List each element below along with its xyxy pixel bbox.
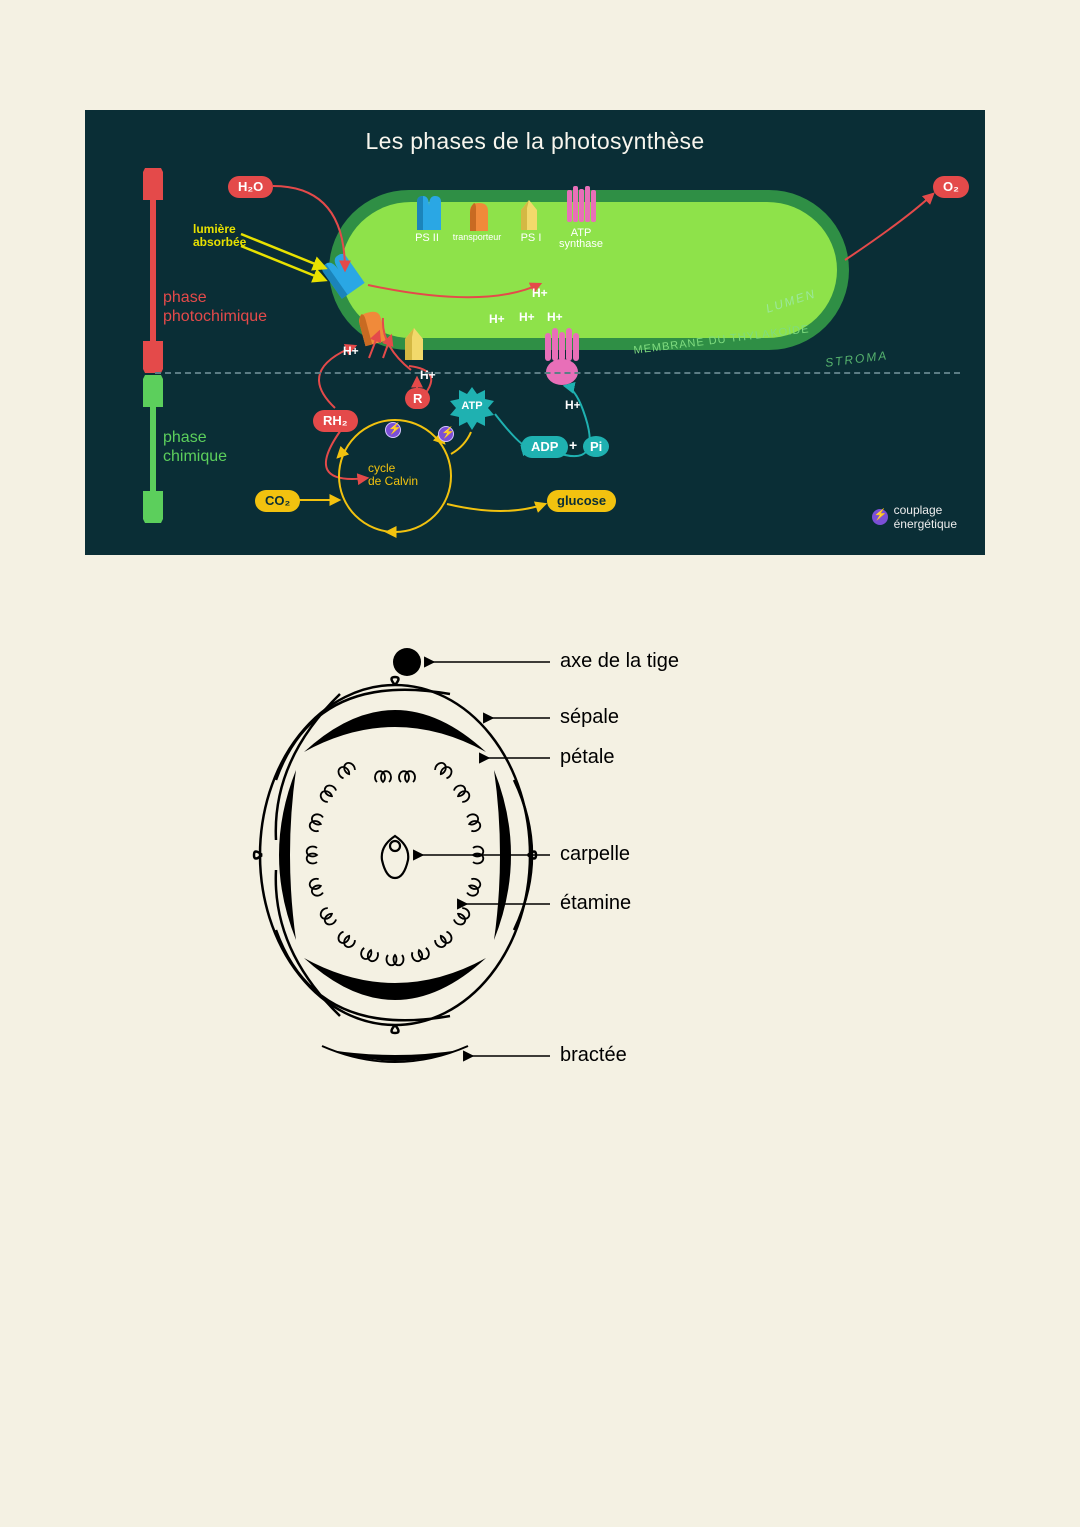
legend-couplage: couplage énergétique	[872, 503, 957, 531]
photosynthesis-diagram: Les phases de la photosynthèse phase pho…	[85, 110, 985, 555]
calvin-cycle	[85, 110, 985, 550]
label-sepale: sépale	[560, 706, 619, 729]
calvin-label: cycle de Calvin	[368, 462, 418, 488]
bolt-icon	[385, 422, 401, 443]
label-axe: axe de la tige	[560, 650, 679, 673]
flower-diagram: axe de la tige sépale pétale carpelle ét…	[250, 640, 870, 1100]
label-petale: pétale	[560, 746, 615, 769]
bolt-icon	[438, 426, 454, 447]
label-bractee: bractée	[560, 1044, 627, 1067]
label-carpelle: carpelle	[560, 843, 630, 866]
label-etamine: étamine	[560, 892, 631, 915]
